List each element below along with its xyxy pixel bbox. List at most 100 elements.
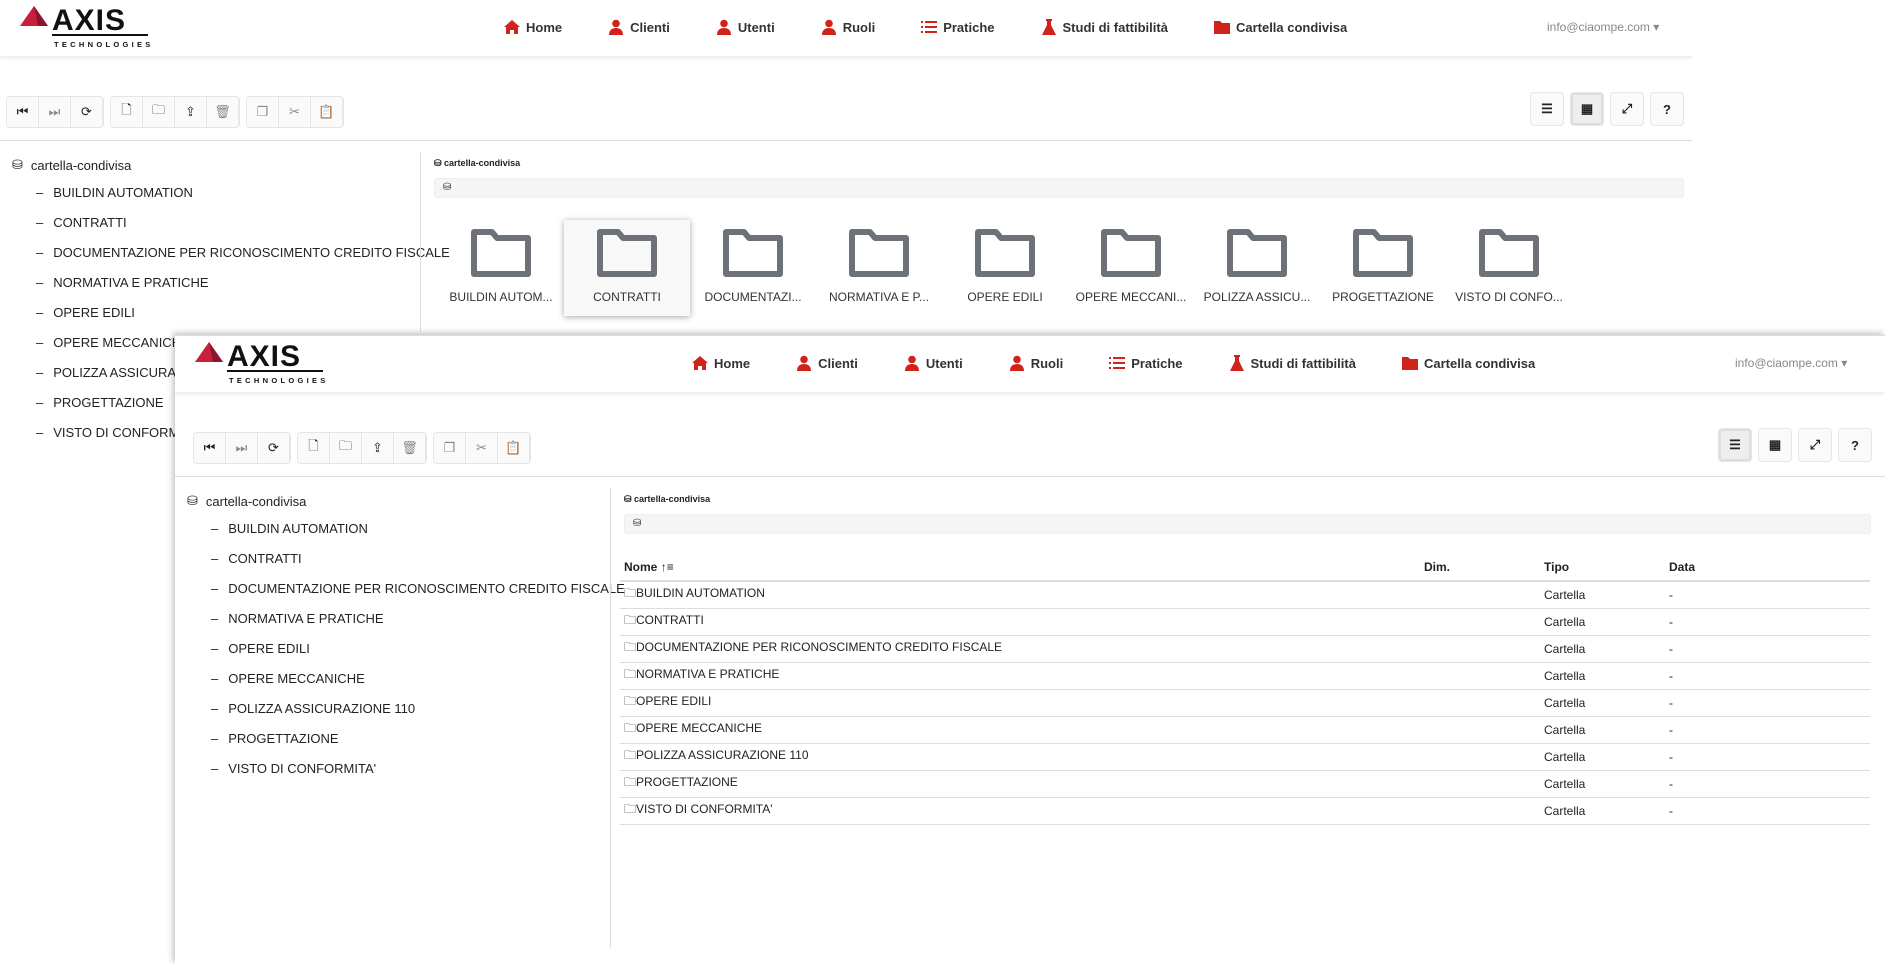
first-button[interactable]: ⏮ [194, 433, 226, 463]
table-row[interactable]: 🗀OPERE MECCANICHE Cartella - [620, 716, 1870, 744]
user-menu[interactable]: info@ciaompe.com ▾ [1547, 20, 1660, 34]
nav-utenti[interactable]: Utenti [904, 355, 963, 371]
folder-item[interactable]: OPERE MECCANI... [1068, 220, 1194, 316]
grid-view-button[interactable]: ▦ [1570, 92, 1604, 126]
upload-button[interactable]: ⇪ [362, 433, 394, 463]
help-icon: ? [1851, 437, 1859, 453]
tree-item[interactable]: – CONTRATTI [36, 215, 127, 230]
refresh-button[interactable]: ⟳ [258, 433, 290, 463]
list-view-button[interactable]: ☰ [1530, 92, 1564, 126]
nav-ruoli[interactable]: Ruoli [1009, 355, 1063, 371]
grid-view-button[interactable]: ▦ [1758, 428, 1792, 462]
user-menu[interactable]: info@ciaompe.com ▾ [1735, 356, 1848, 370]
next-button[interactable]: ⏭ [39, 97, 71, 127]
folder-item[interactable]: BUILDIN AUTOM... [438, 220, 564, 316]
folder-icon [597, 229, 657, 277]
tree-item[interactable]: – PROGETTAZIONE [211, 731, 339, 746]
new-folder-icon: 🗀 [151, 102, 165, 117]
nav-clienti[interactable]: Clienti [796, 355, 858, 371]
folder-item[interactable]: CONTRATTI [564, 220, 690, 316]
nav-pratiche[interactable]: Pratiche [1109, 355, 1183, 371]
drive-icon[interactable]: ⛁ [443, 182, 452, 193]
tree-item[interactable]: – BUILDIN AUTOMATION [211, 521, 368, 536]
tree-item[interactable]: – OPERE MECCANICHE [211, 671, 365, 686]
tree-item[interactable]: – VISTO DI CONFORMITA' [211, 761, 377, 776]
folder-item[interactable]: POLIZZA ASSICU... [1194, 220, 1320, 316]
tree-item[interactable]: – NORMATIVA E PRATICHE [36, 275, 209, 290]
table-row[interactable]: 🗀NORMATIVA E PRATICHE Cartella - [620, 662, 1870, 690]
table-row[interactable]: 🗀VISTO DI CONFORMITA' Cartella - [620, 797, 1870, 825]
folder-item[interactable]: DOCUMENTAZI... [690, 220, 816, 316]
folder-item[interactable]: OPERE EDILI [942, 220, 1068, 316]
tree-item[interactable]: – BUILDIN AUTOMATION [36, 185, 193, 200]
nav-ruoli[interactable]: Ruoli [821, 19, 875, 35]
help-button[interactable]: ? [1838, 428, 1872, 462]
column-header[interactable]: Tipo [1540, 553, 1665, 582]
tree-item[interactable]: – OPERE MECCANICHE [36, 335, 190, 350]
column-header[interactable]: Nome ↑≡ [620, 553, 1420, 582]
nav-pratiche[interactable]: Pratiche [921, 19, 995, 35]
cut-button[interactable]: ✂ [279, 97, 311, 127]
nav-home[interactable]: Home [692, 355, 750, 371]
table-row[interactable]: 🗀BUILDIN AUTOMATION Cartella - [620, 581, 1870, 609]
fullscreen-icon: ⤢ [1809, 437, 1821, 452]
pane-divider[interactable] [610, 488, 611, 948]
drive-icon: ⛁ [12, 157, 23, 172]
new-file-button[interactable]: 🗋 [111, 97, 143, 127]
tree-item[interactable]: – NORMATIVA E PRATICHE [211, 611, 384, 626]
list-view-button[interactable]: ☰ [1718, 428, 1752, 462]
tree-item[interactable]: – DOCUMENTAZIONE PER RICONOSCIMENTO CREDI… [36, 245, 450, 260]
cut-button[interactable]: ✂ [466, 433, 498, 463]
path-bar: ⛁ [434, 178, 1684, 198]
table-row[interactable]: 🗀POLIZZA ASSICURAZIONE 110 Cartella - [620, 743, 1870, 771]
tree-item[interactable]: – DOCUMENTAZIONE PER RICONOSCIMENTO CREDI… [211, 581, 625, 596]
pane-divider[interactable] [420, 152, 421, 332]
drive-icon[interactable]: ⛁ [633, 518, 642, 529]
nav-home[interactable]: Home [504, 19, 562, 35]
nav-utenti[interactable]: Utenti [716, 19, 775, 35]
nav-studi-di-fattibilità[interactable]: Studi di fattibilità [1041, 19, 1168, 35]
table-row[interactable]: 🗀DOCUMENTAZIONE PER RICONOSCIMENTO CREDI… [620, 635, 1870, 663]
help-button[interactable]: ? [1650, 92, 1684, 126]
delete-button[interactable]: 🗑 [394, 433, 426, 463]
tree-root[interactable]: ⛁ cartella-condivisa [12, 157, 132, 173]
axis-logo: AXIS TECHNOLOGIES [20, 4, 150, 49]
tree-root[interactable]: ⛁ cartella-condivisa [187, 493, 307, 509]
folder-item[interactable]: PROGETTAZIONE [1320, 220, 1446, 316]
folder-item[interactable]: NORMATIVA E P... [816, 220, 942, 316]
table-row[interactable]: 🗀OPERE EDILI Cartella - [620, 689, 1870, 717]
tree-item[interactable]: – VISTO DI CONFORMITA' [36, 425, 202, 440]
copy-button[interactable]: ❐ [247, 97, 279, 127]
tree-item[interactable]: – POLIZZA ASSICURAZIONE 110 [211, 701, 416, 716]
copy-button[interactable]: ❐ [434, 433, 466, 463]
next-button[interactable]: ⏭ [226, 433, 258, 463]
fullscreen-button[interactable]: ⤢ [1610, 92, 1644, 126]
paste-button[interactable]: 📋 [311, 97, 343, 127]
nav-clienti[interactable]: Clienti [608, 19, 670, 35]
nav-cartella-condivisa[interactable]: Cartella condivisa [1401, 355, 1535, 371]
nav-cartella-condivisa[interactable]: Cartella condivisa [1213, 19, 1347, 35]
delete-button[interactable]: 🗑 [207, 97, 239, 127]
paste-button[interactable]: 📋 [498, 433, 530, 463]
refresh-button[interactable]: ⟳ [71, 97, 103, 127]
upload-button[interactable]: ⇪ [175, 97, 207, 127]
tree-item[interactable]: – CONTRATTI [211, 551, 302, 566]
tree-item[interactable]: – OPERE EDILI [211, 641, 310, 656]
view-toolbar: ☰ ▦ ⤢? [1530, 92, 1684, 126]
first-button[interactable]: ⏮ [7, 97, 39, 127]
new-folder-button[interactable]: 🗀 [330, 433, 362, 463]
column-header[interactable]: Dim. [1420, 553, 1540, 582]
new-folder-button[interactable]: 🗀 [143, 97, 175, 127]
fullscreen-button[interactable]: ⤢ [1798, 428, 1832, 462]
tree-item[interactable]: – OPERE EDILI [36, 305, 135, 320]
nav-studi-di-fattibilità[interactable]: Studi di fattibilità [1229, 355, 1356, 371]
column-header[interactable]: Data [1665, 553, 1870, 582]
folder-item[interactable]: VISTO DI CONFO... [1446, 220, 1572, 316]
grid-view-icon: ▦ [1768, 437, 1782, 452]
table-row[interactable]: 🗀CONTRATTI Cartella - [620, 608, 1870, 636]
table-row[interactable]: 🗀PROGETTAZIONE Cartella - [620, 770, 1870, 798]
new-file-button[interactable]: 🗋 [298, 433, 330, 463]
cut-icon: ✂ [476, 440, 487, 455]
tree-item[interactable]: – PROGETTAZIONE [36, 395, 164, 410]
new-file-icon: 🗋 [121, 102, 132, 117]
